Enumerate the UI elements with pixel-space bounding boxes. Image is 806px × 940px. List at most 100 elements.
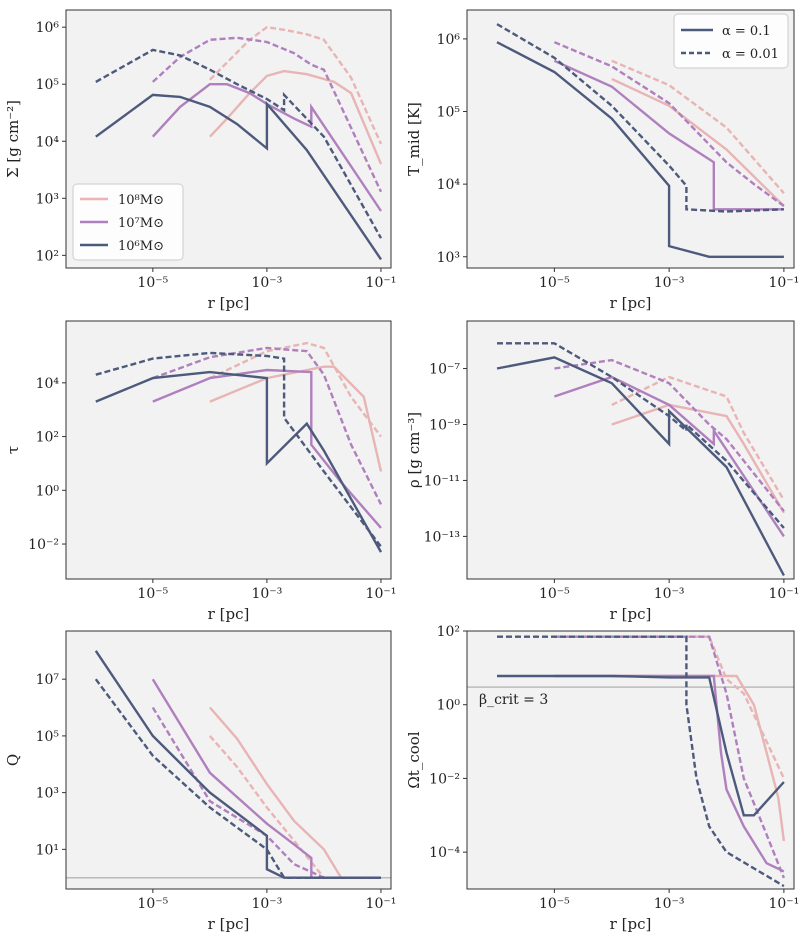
series-line-1e7-alpha-0.1: [151, 83, 382, 212]
y-axis-label: τ: [4, 446, 22, 454]
beta-crit-annotation: β_crit = 3: [479, 692, 548, 708]
series-line-1e6-alpha-0.01: [496, 23, 784, 213]
y-axis-label: Ωt_cool: [405, 731, 423, 788]
series-line-1e6-alpha-0.01: [94, 678, 381, 879]
y-tick-label: 10⁰: [437, 698, 461, 714]
x-tick-label: 10⁻³: [251, 275, 282, 291]
x-tick-label: 10⁻⁵: [137, 275, 168, 291]
y-tick-label: 10⁻¹³: [424, 529, 460, 545]
y-tick-label: 10⁵: [36, 77, 60, 93]
series-line-1e6-alpha-0.01: [497, 635, 785, 888]
x-axis-label: r [pc]: [208, 605, 250, 623]
legend-mass: 10⁸M⊙ 10⁷M⊙ 10⁶M⊙: [72, 183, 184, 261]
axes-frame: [65, 320, 392, 580]
x-tick-label: 10⁻¹: [366, 275, 397, 291]
y-axis-label: ρ [g cm⁻³]: [405, 412, 423, 488]
panel-cooling-time: β_crit = 3 10⁻⁵ 10⁻³ 10⁻¹ 10⁻⁴ 10⁻² 10⁰ 10² r [p…: [405, 624, 799, 933]
x-tick-label: 10⁻¹: [366, 896, 397, 912]
series-line-1e6-alpha-0.1: [496, 356, 785, 577]
y-tick-label: 10⁷: [36, 672, 60, 688]
y-tick-label: 10⁴: [437, 177, 461, 193]
panel-density: 10⁻⁵ 10⁻³ 10⁻¹ 10⁻⁷ 10⁻⁹ 10⁻¹¹ 10⁻¹³ r [pc] ρ [g…: [405, 320, 799, 623]
x-tick-label: 10⁻³: [654, 896, 685, 912]
x-axis-label: r [pc]: [208, 915, 250, 933]
y-tick-label: 10³: [36, 786, 59, 802]
y-tick-label: 10⁻²: [28, 537, 59, 553]
y-axis-label: Q: [4, 754, 22, 766]
series-line-1e8-alpha-0.01: [209, 341, 382, 438]
series-line-1e6-alpha-0.1: [94, 650, 381, 879]
series-line-1e7-alpha-0.1: [554, 375, 785, 538]
axes-frame: [466, 9, 795, 269]
x-tick-label: 10⁻⁵: [137, 896, 168, 912]
y-tick-label: 10³: [437, 250, 460, 266]
y-tick-label: 10⁻¹¹: [424, 473, 460, 489]
legend-alpha-label-dashed: α = 0.01: [722, 47, 779, 62]
series-line-1e7-alpha-0.01: [554, 358, 785, 512]
series-line-1e6-alpha-0.1: [95, 93, 382, 261]
y-tick-label: 10³: [36, 191, 59, 207]
axes-frame: [466, 630, 795, 890]
series-line-1e8-alpha-0.1: [611, 403, 785, 514]
x-tick-label: 10⁻³: [654, 586, 685, 602]
legend-alpha: α = 0.1 α = 0.01: [673, 13, 789, 69]
series-line-1e8-alpha-0.01: [209, 25, 383, 145]
series-line-1e8-alpha-0.1: [209, 69, 383, 165]
axes-frame: [466, 320, 795, 580]
y-tick-label: 10⁻⁷: [429, 362, 460, 378]
x-tick-label: 10⁻¹: [366, 586, 397, 602]
y-tick-label: 10⁶: [36, 20, 60, 36]
legend-mass-label-1e7: 10⁷M⊙: [118, 216, 164, 231]
y-tick-label: 10⁵: [36, 729, 60, 745]
plot-area: [66, 631, 391, 889]
x-axis-label: r [pc]: [610, 605, 652, 623]
y-tick-label: 10²: [437, 624, 460, 640]
x-tick-label: 10⁻¹: [768, 586, 799, 602]
legend-alpha-label-solid: α = 0.1: [722, 24, 771, 39]
axes-frame: [65, 630, 392, 890]
y-tick-label: 10⁻⁹: [429, 417, 460, 433]
x-tick-label: 10⁻⁵: [539, 275, 570, 291]
x-tick-label: 10⁻¹: [768, 896, 799, 912]
legend-mass-label-1e8: 10⁸M⊙: [118, 193, 164, 208]
x-tick-label: 10⁻³: [654, 275, 685, 291]
series-line-1e6-alpha-0.01: [95, 48, 383, 239]
series-line-1e6-alpha-0.1: [497, 674, 785, 817]
x-tick-label: 10⁻⁵: [539, 586, 570, 602]
series-line-1e6-alpha-0.01: [497, 342, 785, 529]
y-tick-label: 10⁻²: [429, 771, 460, 787]
x-axis-label: r [pc]: [208, 294, 250, 312]
plot-area: [467, 631, 794, 889]
plot-area: [66, 321, 391, 579]
y-tick-label: 10⁴: [36, 134, 60, 150]
series-line-1e7-alpha-0.01: [151, 36, 383, 193]
series-line-1e7-alpha-0.1: [553, 59, 784, 211]
y-tick-label: 10⁴: [36, 376, 60, 392]
series-line-1e7-alpha-0.01: [553, 41, 785, 207]
y-tick-label: 10²: [36, 248, 59, 264]
x-tick-label: 10⁻⁵: [137, 586, 168, 602]
y-tick-label: 10¹: [36, 842, 59, 858]
series-line-1e8-alpha-0.01: [611, 59, 785, 194]
series-line-1e8-alpha-0.01: [611, 375, 785, 501]
x-tick-label: 10⁻³: [251, 896, 282, 912]
plot-area: [467, 321, 794, 579]
y-tick-label: 10⁵: [437, 105, 461, 121]
x-tick-label: 10⁻³: [251, 586, 282, 602]
series-line-1e7-alpha-0.01: [554, 635, 786, 879]
panel-optical-depth: 10⁻⁵ 10⁻³ 10⁻¹ 10⁻² 10⁰ 10² 10⁴ r [pc] τ: [4, 320, 397, 623]
y-axis-label: T_mid [K]: [405, 102, 423, 176]
x-tick-label: 10⁻¹: [768, 275, 799, 291]
legend-mass-label-1e6: 10⁶M⊙: [118, 239, 164, 254]
y-tick-label: 10⁰: [36, 483, 60, 499]
series-line-1e7-alpha-0.01: [152, 346, 383, 505]
y-tick-label: 10⁶: [437, 32, 461, 48]
x-tick-label: 10⁻⁵: [539, 896, 570, 912]
series-line-1e6-alpha-0.1: [95, 370, 383, 553]
y-tick-label: 10⁻⁴: [429, 845, 460, 861]
x-axis-label: r [pc]: [610, 915, 652, 933]
panel-surface-density: 10⁻⁵ 10⁻³ 10⁻¹ 10² 10³ 10⁴ 10⁵ 10⁶ r [pc] Σ [g cm…: [4, 9, 397, 312]
axes-frame: [65, 9, 392, 269]
series-line-1e6-alpha-0.01: [95, 351, 382, 548]
